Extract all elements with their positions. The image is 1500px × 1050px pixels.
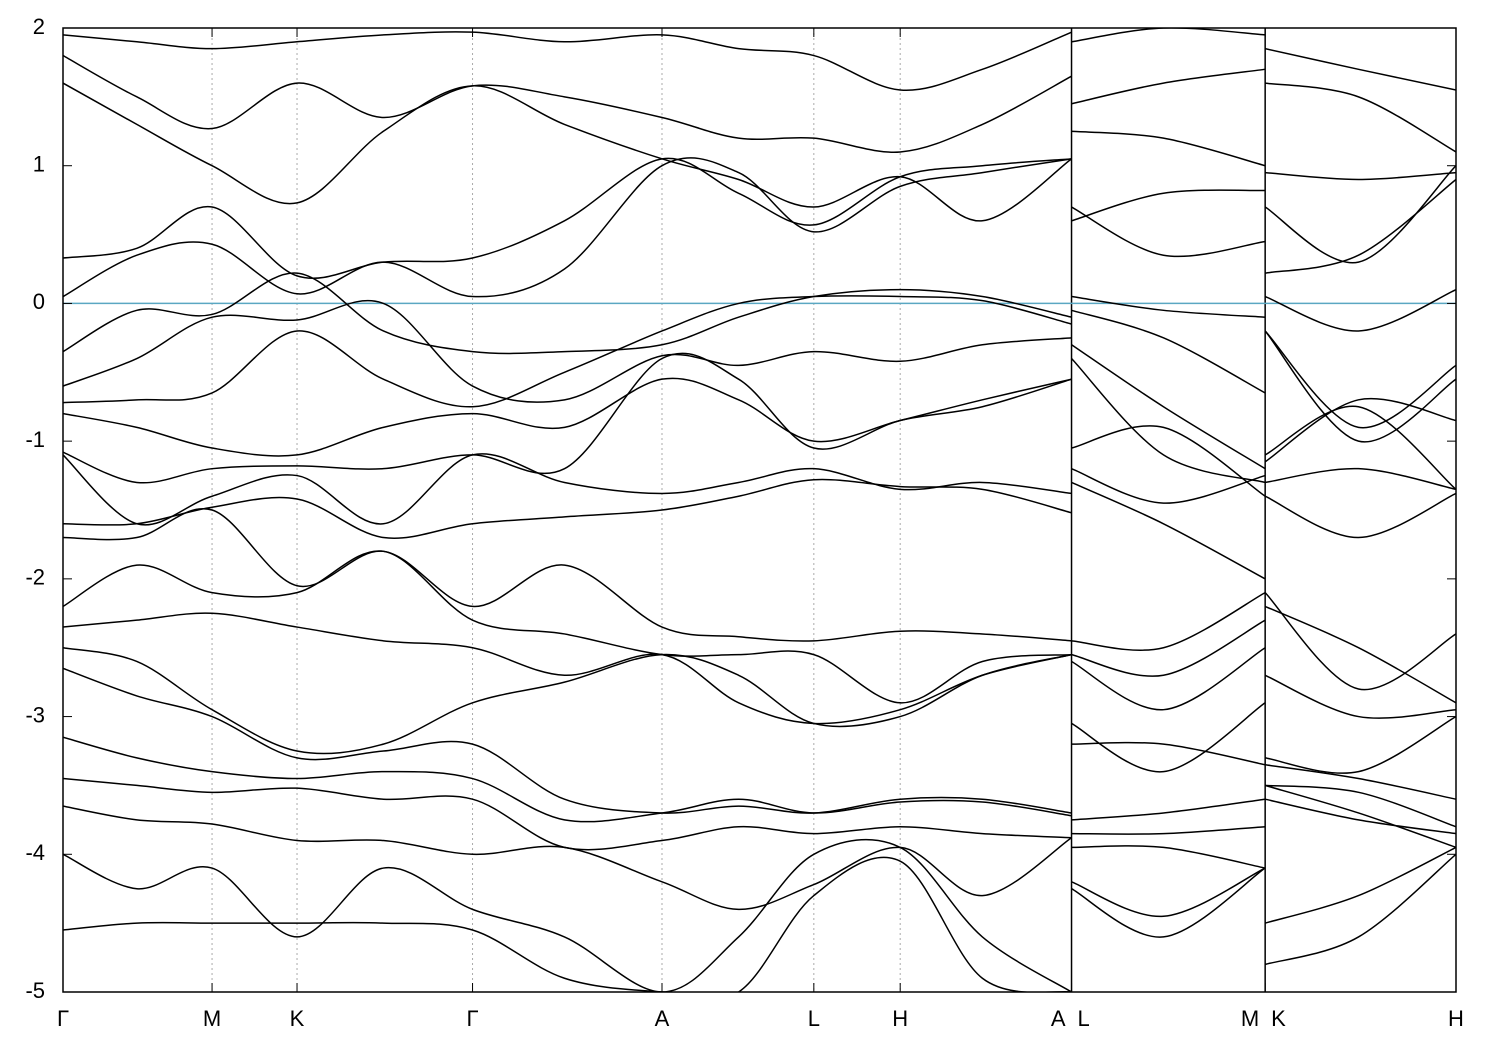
y-tick-label: -2 <box>25 565 45 590</box>
band-line <box>63 357 1456 490</box>
band-line <box>63 838 1456 992</box>
band-line <box>63 853 1456 992</box>
band-line <box>63 272 1456 355</box>
band-line <box>63 612 1456 725</box>
band-line <box>63 777 1456 851</box>
x-tick-label: Γ <box>57 1006 69 1031</box>
x-tick-label: Γ <box>466 1006 478 1031</box>
y-tick-label: 2 <box>33 14 45 39</box>
y-tick-label: 0 <box>33 289 45 314</box>
band-line <box>63 507 1456 691</box>
x-tick-label: L <box>808 1006 820 1031</box>
band-line <box>63 157 1456 298</box>
band-line <box>63 295 1456 443</box>
plot-frame <box>62 27 1457 993</box>
band-line <box>63 550 1456 704</box>
bands-layer <box>63 28 1456 992</box>
band-line <box>63 28 1456 91</box>
x-tick-label: H <box>1448 1006 1464 1031</box>
band-line <box>63 54 1456 153</box>
y-tick-label: -5 <box>25 978 45 1003</box>
x-tick-label: K <box>290 1006 305 1031</box>
x-tick-label: A <box>1051 1006 1066 1031</box>
x-tick-label: K <box>1271 1006 1286 1031</box>
x-tick-label: A <box>655 1006 670 1031</box>
y-tick-label: -4 <box>25 840 45 865</box>
band-line <box>63 299 1456 470</box>
band-line <box>63 453 1456 526</box>
y-tick-label: -3 <box>25 702 45 727</box>
y-tick-label: 1 <box>33 152 45 177</box>
band-line <box>63 157 1456 280</box>
labels-layer: 210-1-2-3-4-5Γ M K Γ A L H A L M K H <box>25 14 1464 1031</box>
band-line <box>63 784 1456 911</box>
x-tick-label: M <box>1241 1006 1259 1031</box>
x-tick-label: H <box>892 1006 908 1031</box>
band-line <box>63 82 1456 222</box>
y-tick-label: -1 <box>25 427 45 452</box>
grid-layer <box>63 28 1456 992</box>
band-line <box>63 646 1456 774</box>
band-line <box>63 667 1456 814</box>
band-line <box>63 736 1456 828</box>
x-tick-label: L <box>1078 1006 1090 1031</box>
band-line <box>63 352 1456 497</box>
band-line <box>63 478 1456 580</box>
x-tick-label: M <box>203 1006 221 1031</box>
